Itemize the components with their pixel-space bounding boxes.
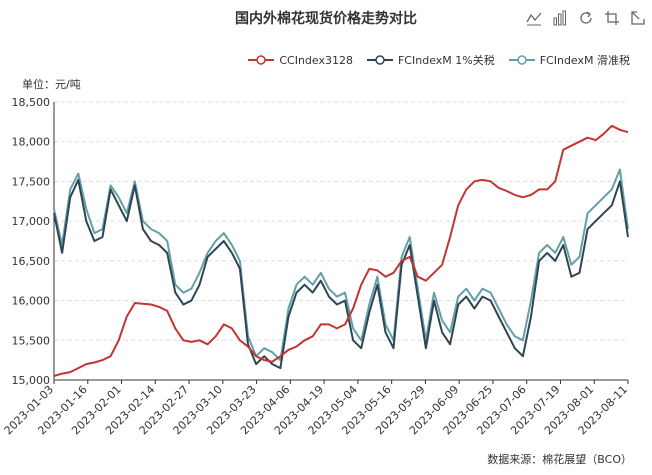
zoom-icon[interactable] xyxy=(604,10,620,26)
restore-icon[interactable] xyxy=(578,10,594,26)
y-tick-label: 16,500 xyxy=(12,255,51,268)
source-note: 数据来源：棉花展望（BCO） xyxy=(487,453,632,466)
legend-marker-cc xyxy=(248,55,275,65)
series-line-fcindexm-1pct xyxy=(53,178,629,370)
legend-item-fc2[interactable]: FCIndexM 滑准税 xyxy=(508,52,630,68)
toolbox xyxy=(526,10,646,26)
bar-icon[interactable] xyxy=(552,10,568,26)
legend-item-fc1[interactable]: FCIndexM 1%关税 xyxy=(366,52,495,68)
legend-label-fc1: FCIndexM 1%关税 xyxy=(397,54,495,67)
back-icon[interactable] xyxy=(630,10,646,26)
legend-label-fc2: FCIndexM 滑准税 xyxy=(539,54,630,67)
legend-label-cc: CCIndex3128 xyxy=(279,53,353,67)
y-axis-unit: 单位：元/吨 xyxy=(22,78,81,91)
series-line-fcindexm-sliding xyxy=(53,168,629,362)
y-tick-label: 15,000 xyxy=(12,374,51,387)
legend-marker-fc1 xyxy=(366,55,393,65)
y-tick-label: 16,000 xyxy=(12,295,51,308)
line-icon[interactable] xyxy=(526,10,542,26)
y-tick-label: 18,000 xyxy=(12,136,51,149)
y-tick-label: 18,500 xyxy=(12,96,51,109)
series-line-ccindex3128 xyxy=(53,124,629,377)
legend-marker-fc2 xyxy=(508,55,535,65)
chart-title: 国内外棉花现货价格走势对比 xyxy=(235,11,417,27)
y-tick-label: 17,500 xyxy=(12,175,51,188)
y-tick-label: 15,500 xyxy=(12,334,51,347)
legend: CCIndex3128 FCIndexM 1%关税 FCIndexM 滑准税 xyxy=(248,52,630,68)
legend-item-cc[interactable]: CCIndex3128 xyxy=(248,52,353,68)
y-tick-label: 17,000 xyxy=(12,215,51,228)
